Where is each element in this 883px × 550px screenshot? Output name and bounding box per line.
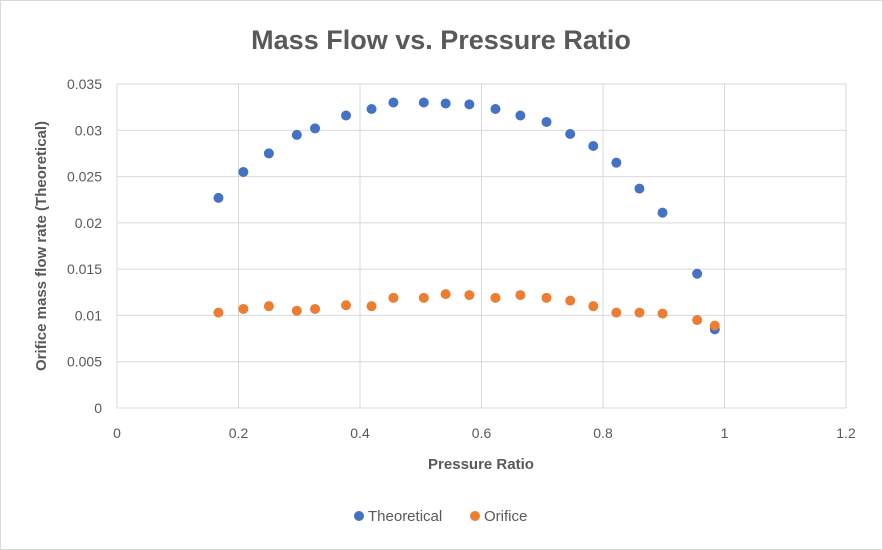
orifice-point (366, 301, 377, 312)
theoretical-point (634, 183, 645, 194)
y-tick-label: 0.015 (67, 261, 102, 277)
orifice-point (588, 301, 599, 312)
series-theoretical (213, 97, 720, 335)
orifice-point (565, 295, 576, 306)
orifice-point (238, 303, 249, 314)
x-tick-label: 1.2 (836, 425, 856, 441)
x-tick-label: 0.2 (229, 425, 249, 441)
theoretical-point (588, 141, 599, 152)
x-axis-title: Pressure Ratio (428, 456, 534, 473)
y-tick-label: 0.005 (67, 354, 102, 370)
theoretical-point (565, 128, 576, 139)
series-orifice (213, 289, 720, 331)
y-tick-label: 0.025 (67, 169, 102, 185)
theoretical-point (310, 123, 321, 134)
gridlines (116, 83, 847, 409)
y-tick-label: 0.035 (67, 76, 102, 92)
orifice-point (464, 290, 475, 301)
theoretical-point (490, 103, 501, 114)
theoretical-point (418, 97, 429, 108)
theoretical-point (657, 207, 668, 218)
y-axis-title: Orifice mass flow rate (Theoretical) (33, 121, 50, 371)
orifice-point (515, 290, 526, 301)
orifice-point (490, 292, 501, 303)
orifice-point (291, 305, 302, 316)
x-tick-label: 0.4 (350, 425, 370, 441)
orifice-point (310, 303, 321, 314)
theoretical-point (366, 103, 377, 114)
legend-marker-orifice (470, 511, 480, 521)
orifice-point (440, 289, 451, 300)
y-tick-label: 0.01 (75, 307, 102, 323)
legend-label-theoretical: Theoretical (368, 508, 442, 525)
theoretical-point (291, 129, 302, 140)
theoretical-point (440, 98, 451, 109)
y-tick-label: 0 (94, 400, 102, 416)
orifice-point (418, 292, 429, 303)
y-tick-label: 0.03 (75, 122, 102, 138)
orifice-point (341, 300, 352, 311)
orifice-point (213, 307, 224, 318)
orifice-point (611, 307, 622, 318)
x-tick-label: 0.6 (472, 425, 492, 441)
y-tick-labels: 0 0.005 0.01 0.015 0.02 0.025 0.03 0.035 (67, 76, 102, 416)
legend-label-orifice: Orifice (484, 508, 527, 525)
legend: Theoretical Orifice (354, 508, 527, 525)
orifice-point (692, 315, 703, 326)
x-tick-label: 0.8 (593, 425, 613, 441)
chart-title: Mass Flow vs. Pressure Ratio (251, 25, 631, 55)
theoretical-point (541, 116, 552, 127)
theoretical-point (388, 97, 399, 108)
orifice-point (388, 292, 399, 303)
theoretical-point (238, 166, 249, 177)
data-points (213, 97, 720, 335)
x-tick-label: 0 (113, 425, 121, 441)
x-tick-labels: 0 0.2 0.4 0.6 0.8 1 1.2 (113, 425, 856, 441)
theoretical-point (213, 192, 224, 203)
theoretical-point (464, 99, 475, 110)
orifice-point (263, 301, 274, 312)
orifice-point (634, 307, 645, 318)
orifice-point (657, 308, 668, 319)
x-tick-label: 1 (721, 425, 729, 441)
orifice-point (541, 292, 552, 303)
y-tick-label: 0.02 (75, 215, 102, 231)
theoretical-point (341, 110, 352, 121)
theoretical-point (263, 148, 274, 159)
legend-marker-theoretical (354, 511, 364, 521)
theoretical-point (611, 157, 622, 168)
theoretical-point (692, 268, 703, 279)
theoretical-point (515, 110, 526, 121)
orifice-point (709, 320, 720, 331)
